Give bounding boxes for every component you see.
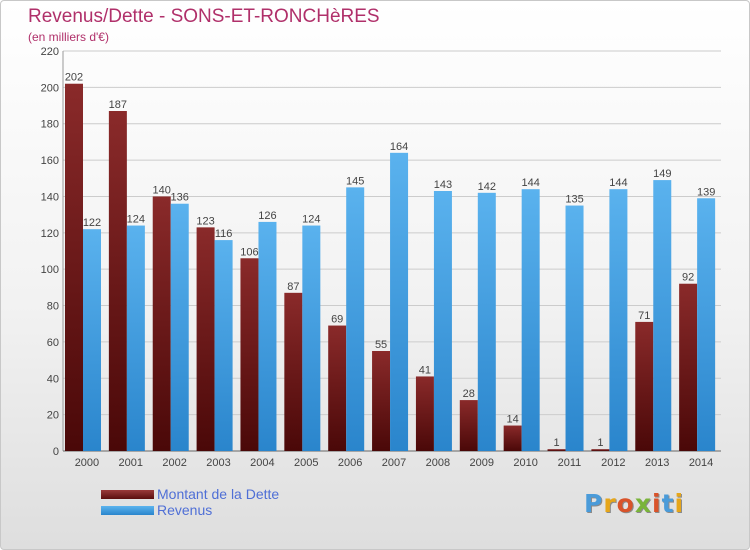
data-label-revenus-2009: 142 xyxy=(478,181,496,193)
data-label-dette-2004: 106 xyxy=(240,246,258,258)
y-tick-label-80: 80 xyxy=(47,301,59,313)
chart-subtitle: (en milliers d'€) xyxy=(28,30,109,44)
bar-dette-2000 xyxy=(65,83,83,452)
x-tick-label-2001: 2001 xyxy=(119,457,143,469)
bar-dette-2014 xyxy=(679,283,698,451)
y-tick-label-100: 100 xyxy=(41,264,59,276)
y-tick-label-220: 220 xyxy=(41,46,59,58)
data-label-dette-2011: 1 xyxy=(553,437,559,449)
bar-revenus-2012 xyxy=(609,189,628,451)
x-tick-label-2003: 2003 xyxy=(206,457,230,469)
y-tick-label-120: 120 xyxy=(41,228,59,240)
y-tick-label-180: 180 xyxy=(41,119,59,131)
data-label-dette-2005: 87 xyxy=(287,281,299,293)
data-label-revenus-2012: 144 xyxy=(609,177,627,189)
data-label-dette-2000: 202 xyxy=(65,72,83,84)
bar-revenus-2005 xyxy=(302,225,321,451)
chart-title: Revenus/Dette - SONS-ET-RONCHèRES xyxy=(28,6,380,27)
x-tick-label-2012: 2012 xyxy=(601,457,625,469)
data-label-revenus-2003: 116 xyxy=(215,228,233,240)
y-tick-label-200: 200 xyxy=(41,82,59,94)
data-label-revenus-2005: 124 xyxy=(302,214,320,226)
x-tick-label-2002: 2002 xyxy=(162,457,186,469)
data-label-dette-2012: 1 xyxy=(597,437,603,449)
y-tick-label-160: 160 xyxy=(41,155,59,167)
bar-revenus-2013 xyxy=(653,180,672,451)
data-label-dette-2013: 71 xyxy=(638,310,650,322)
data-label-dette-2009: 28 xyxy=(463,388,475,400)
data-label-revenus-2008: 143 xyxy=(434,179,452,191)
x-tick-label-2000: 2000 xyxy=(75,457,99,469)
x-tick-label-2008: 2008 xyxy=(426,457,450,469)
bar-dette-2013 xyxy=(635,321,654,451)
bar-revenus-2001 xyxy=(126,225,145,451)
bar-dette-2010 xyxy=(503,425,522,451)
proxiti-logo: Proxiti xyxy=(584,489,685,518)
bar-revenus-2003 xyxy=(214,240,233,451)
bar-revenus-2000 xyxy=(83,229,101,451)
x-tick-label-2014: 2014 xyxy=(689,457,713,469)
bar-revenus-2009 xyxy=(477,192,496,451)
data-label-dette-2007: 55 xyxy=(375,339,387,351)
data-label-revenus-2013: 149 xyxy=(653,168,671,180)
data-label-dette-2002: 140 xyxy=(153,184,171,196)
data-label-revenus-2007: 164 xyxy=(390,141,408,153)
data-label-revenus-2000: 122 xyxy=(83,217,101,229)
y-tick-label-60: 60 xyxy=(47,337,59,349)
bar-dette-2005 xyxy=(284,292,303,451)
bar-dette-2001 xyxy=(108,111,127,451)
x-tick-label-2007: 2007 xyxy=(382,457,406,469)
bar-revenus-2007 xyxy=(390,152,409,451)
bar-revenus-2006 xyxy=(346,187,365,451)
bar-revenus-2014 xyxy=(697,198,716,451)
bar-dette-2002 xyxy=(152,196,171,451)
data-label-dette-2008: 41 xyxy=(419,364,431,376)
bar-dette-2003 xyxy=(196,227,215,451)
legend-label-revenus: Revenus xyxy=(157,502,213,518)
data-label-dette-2010: 14 xyxy=(507,414,519,426)
legend-swatch-dette xyxy=(101,490,154,499)
data-label-revenus-2001: 124 xyxy=(127,214,145,226)
x-tick-label-2009: 2009 xyxy=(469,457,493,469)
bar-dette-2007 xyxy=(372,351,391,451)
bar-dette-2012 xyxy=(591,449,610,451)
data-label-dette-2006: 69 xyxy=(331,314,343,326)
bar-revenus-2011 xyxy=(565,205,584,451)
bar-revenus-2002 xyxy=(170,203,189,451)
bar-revenus-2010 xyxy=(521,189,540,451)
data-label-revenus-2002: 136 xyxy=(171,192,189,204)
data-label-dette-2001: 187 xyxy=(109,99,127,111)
bar-dette-2006 xyxy=(328,325,347,451)
legend-swatch-revenus xyxy=(101,506,154,515)
data-label-dette-2003: 123 xyxy=(196,215,214,227)
data-label-dette-2014: 92 xyxy=(682,272,694,284)
x-tick-label-2006: 2006 xyxy=(338,457,362,469)
data-label-revenus-2006: 145 xyxy=(346,175,364,187)
bar-dette-2011 xyxy=(547,449,566,451)
legend-label-dette: Montant de la Dette xyxy=(157,486,280,502)
y-tick-label-20: 20 xyxy=(47,410,59,422)
y-tick-label-40: 40 xyxy=(47,373,59,385)
data-label-revenus-2014: 139 xyxy=(697,186,715,198)
data-label-revenus-2010: 144 xyxy=(521,177,539,189)
y-tick-label-140: 140 xyxy=(41,191,59,203)
bar-dette-2009 xyxy=(459,400,478,451)
x-tick-label-2011: 2011 xyxy=(558,457,582,469)
data-label-revenus-2011: 135 xyxy=(565,194,583,206)
y-tick-label-0: 0 xyxy=(53,446,59,458)
bar-dette-2008 xyxy=(415,376,434,451)
x-tick-label-2005: 2005 xyxy=(294,457,318,469)
bar-dette-2004 xyxy=(240,258,259,451)
bar-revenus-2008 xyxy=(433,191,452,451)
x-tick-label-2004: 2004 xyxy=(250,457,274,469)
data-label-revenus-2004: 126 xyxy=(258,210,276,222)
x-tick-label-2013: 2013 xyxy=(645,457,669,469)
x-tick-label-2010: 2010 xyxy=(513,457,537,469)
bar-revenus-2004 xyxy=(258,221,277,451)
